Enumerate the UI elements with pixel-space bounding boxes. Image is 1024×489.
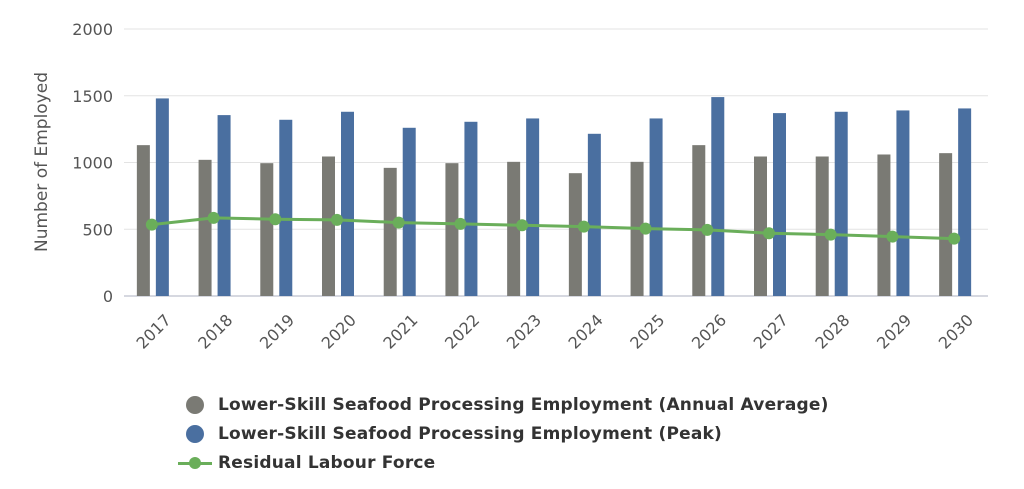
y-tick-label-1000: 1000 (72, 154, 113, 173)
y-axis-ticks: 0 500 1000 1500 2000 (72, 20, 113, 306)
bar-annual-average-2018[interactable] (198, 159, 212, 296)
legend-swatch-annual-average (178, 395, 212, 415)
residual-point-2024[interactable] (577, 220, 590, 233)
bar-peak-2022[interactable] (464, 121, 478, 296)
x-tick-label-2026: 2026 (688, 310, 730, 352)
bar-annual-average-2023[interactable] (507, 161, 521, 296)
legend-label-peak: Lower-Skill Seafood Processing Employmen… (218, 423, 722, 444)
residual-point-2026[interactable] (701, 223, 714, 236)
x-tick-label-2025: 2025 (626, 310, 668, 352)
x-tick-label-2029: 2029 (873, 310, 915, 352)
residual-point-2021[interactable] (392, 216, 405, 229)
legend-item-annual-average[interactable]: Lower-Skill Seafood Processing Employmen… (178, 390, 829, 419)
bar-annual-average-2017[interactable] (136, 145, 150, 296)
residual-point-2027[interactable] (763, 227, 775, 240)
bar-peak-2017[interactable] (155, 98, 169, 296)
x-tick-label-2019: 2019 (256, 310, 298, 352)
legend: Lower-Skill Seafood Processing Employmen… (178, 390, 829, 477)
legend-label-residual-labour-force: Residual Labour Force (218, 452, 436, 473)
y-tick-label-1500: 1500 (72, 87, 113, 106)
bar-annual-average-2019[interactable] (260, 163, 274, 296)
x-tick-label-2024: 2024 (565, 310, 607, 352)
bar-peak-2028[interactable] (834, 111, 848, 297)
bar-peak-2019[interactable] (279, 119, 293, 296)
bar-peak-2018[interactable] (217, 115, 231, 296)
residual-point-2019[interactable] (269, 213, 282, 226)
bar-peak-2024[interactable] (587, 133, 601, 296)
bar-peak-2021[interactable] (402, 127, 416, 296)
x-tick-label-2022: 2022 (441, 310, 483, 352)
bar-annual-average-2030[interactable] (939, 153, 953, 296)
y-tick-label-0: 0 (103, 287, 113, 306)
residual-line (145, 211, 961, 245)
x-tick-label-2020: 2020 (318, 310, 360, 352)
x-tick-label-2021: 2021 (379, 310, 421, 352)
bar-peak-2020[interactable] (341, 111, 354, 297)
residual-point-2020[interactable] (331, 213, 343, 226)
bar-peak-2023[interactable] (526, 118, 540, 296)
residual-point-2023[interactable] (516, 219, 529, 232)
bar-peak-2026[interactable] (711, 97, 725, 297)
residual-point-2017[interactable] (145, 218, 158, 231)
legend-swatch-residual-labour-force (178, 453, 212, 473)
bar-annual-average-2022[interactable] (445, 163, 459, 296)
bar-peak-2030[interactable] (958, 108, 972, 297)
legend-swatch-peak (178, 424, 212, 444)
bar-annual-average-2029[interactable] (877, 154, 891, 296)
residual-point-2025[interactable] (639, 222, 652, 235)
y-tick-label-500: 500 (82, 220, 113, 239)
gridlines (124, 28, 988, 297)
y-tick-label-2000: 2000 (72, 20, 113, 39)
x-tick-label-2027: 2027 (750, 310, 792, 352)
y-axis-title: Number of Employed (32, 72, 52, 252)
x-axis-ticks: 2017 2018 2019 2020 2021 2022 2023 2024 2025 2026… (133, 310, 978, 352)
x-tick-label-2017: 2017 (133, 310, 175, 352)
bar-peak-2027[interactable] (773, 113, 786, 296)
x-tick-label-2030: 2030 (935, 310, 977, 352)
residual-point-2028[interactable] (824, 228, 837, 241)
bar-peak-2029[interactable] (896, 110, 910, 296)
bar-annual-average-2027[interactable] (754, 156, 767, 296)
bar-annual-average-2028[interactable] (815, 156, 829, 296)
x-tick-label-2018: 2018 (194, 310, 236, 352)
bar-annual-average-2020[interactable] (322, 156, 335, 296)
residual-point-2030[interactable] (948, 232, 961, 245)
residual-point-2018[interactable] (207, 211, 220, 224)
x-tick-label-2023: 2023 (503, 310, 545, 352)
legend-item-peak[interactable]: Lower-Skill Seafood Processing Employmen… (178, 419, 829, 448)
bar-annual-average-2024[interactable] (568, 173, 582, 296)
x-tick-label-2028: 2028 (811, 310, 853, 352)
bars (136, 97, 972, 297)
legend-item-residual-labour-force[interactable]: Residual Labour Force (178, 448, 829, 477)
residual-point-2022[interactable] (454, 217, 467, 230)
bar-annual-average-2021[interactable] (383, 167, 397, 296)
residual-point-2029[interactable] (886, 230, 899, 243)
bar-peak-2025[interactable] (649, 118, 663, 296)
legend-label-annual-average: Lower-Skill Seafood Processing Employmen… (218, 394, 829, 415)
bar-annual-average-2026[interactable] (692, 145, 706, 296)
residual-line-path (151, 216, 955, 241)
